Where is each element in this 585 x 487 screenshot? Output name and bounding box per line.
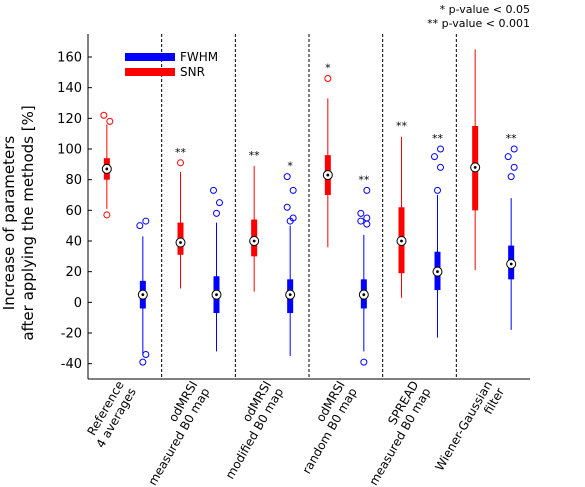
box-outlier (289, 214, 297, 222)
box-median-dot (215, 293, 218, 297)
legend-swatch (125, 68, 175, 76)
box-median-dot (141, 293, 145, 297)
significance-marker: ** (175, 146, 187, 159)
box-median-dot (473, 166, 477, 169)
y-tick-label: 160 (57, 51, 82, 66)
y-tick-label: 20 (65, 265, 82, 280)
note-line-2: ** p-value < 0.001 (427, 17, 530, 30)
box-outlier (324, 74, 332, 82)
box-outlier (289, 186, 297, 194)
box-median-dot (400, 239, 403, 243)
box-outlier (103, 211, 111, 219)
legend-label: SNR (180, 65, 205, 79)
box-outlier (213, 209, 220, 217)
box-outlier (434, 186, 441, 194)
box-median-dot (105, 167, 109, 171)
significance-marker: * (325, 61, 331, 74)
box-median-dot (509, 262, 513, 266)
box-outlier (136, 222, 144, 230)
box-median-dot (252, 239, 256, 243)
significance-marker: ** (506, 132, 518, 145)
box-outlier (363, 214, 371, 222)
box-outlier (363, 220, 371, 228)
box-outlier (283, 173, 291, 181)
y-tick-label: 140 (57, 81, 82, 96)
box-median-dot (288, 293, 292, 297)
y-tick-label: 40 (65, 235, 82, 250)
box-outlier (210, 186, 217, 194)
box-outlier (106, 117, 114, 125)
legend-swatch (125, 53, 175, 61)
note-line-1: * p-value < 0.05 (440, 3, 530, 16)
box-outlier (283, 203, 291, 211)
box-outlier (510, 145, 518, 153)
significance-marker: ** (249, 149, 261, 162)
box-outlier (360, 358, 368, 366)
box-outlier (142, 217, 150, 225)
box-outlier (142, 350, 150, 358)
significance-marker: ** (432, 132, 444, 145)
box-median-dot (326, 173, 330, 177)
box-outlier (100, 111, 108, 119)
box-outlier (431, 153, 438, 161)
box-outlier (357, 209, 365, 217)
box-outlier (363, 186, 371, 194)
y-tick-label: 60 (65, 204, 82, 219)
legend-label: FWHM (180, 50, 218, 64)
box-median-dot (362, 293, 366, 297)
box-outlier (504, 153, 512, 161)
significance-marker: ** (358, 173, 370, 186)
y-tick-label: 80 (65, 173, 82, 188)
box-outlier (357, 217, 365, 225)
box-outlier (510, 163, 518, 171)
y-tick-label: -40 (61, 357, 82, 372)
significance-marker: ** (396, 120, 408, 133)
box-outlier (507, 173, 515, 181)
box-median-dot (179, 241, 182, 244)
y-axis-label-line-2: after applying the methods [%] (19, 105, 37, 340)
box-outlier (437, 163, 444, 171)
box-outlier (216, 199, 223, 207)
box-outlier (177, 159, 184, 167)
y-axis-label-line-1: Increase of parameters (0, 136, 18, 311)
y-tick-label: 120 (57, 112, 82, 127)
box-outlier (437, 145, 444, 153)
y-axis-label: Increase of parameters after applying th… (0, 105, 37, 340)
y-tick-label: -20 (61, 327, 82, 342)
box-outlier (139, 358, 147, 366)
box-median-dot (436, 270, 439, 274)
y-tick-label: 0 (74, 296, 82, 311)
significance-notes: * p-value < 0.05 ** p-value < 0.001 (427, 3, 530, 30)
significance-marker: * (287, 160, 293, 173)
category-label-line: Wiener-Gaussian (432, 379, 495, 474)
y-tick-label: 100 (57, 143, 82, 158)
